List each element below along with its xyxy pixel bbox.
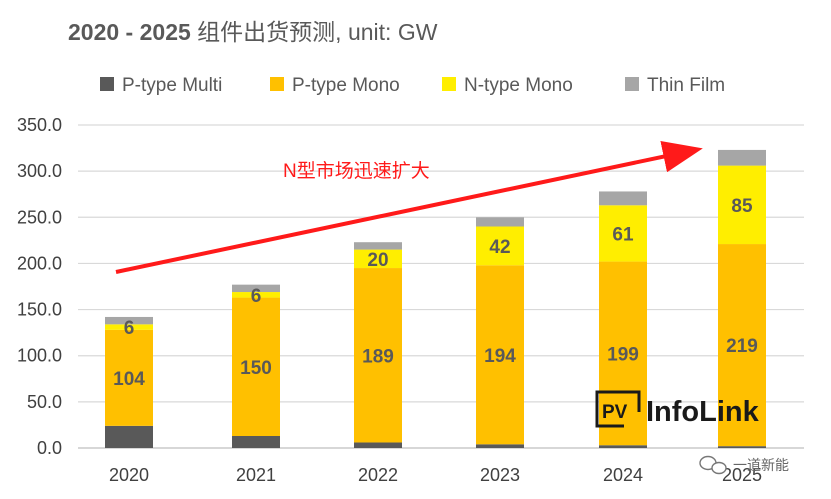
legend-label-p-type-mono: P-type Mono	[292, 75, 400, 96]
data-label-n-type-mono-2024: 61	[612, 224, 634, 245]
infolink-watermark: PV InfoLink	[595, 390, 760, 428]
bar-segment-thin-film-2020	[105, 316, 153, 325]
bar-segment-p-type-multi-2021	[232, 436, 280, 448]
y-tick-label: 0.0	[37, 438, 62, 458]
data-label-n-type-mono-2021: 6	[251, 286, 262, 307]
chart-title-years: 2020 - 2025	[68, 19, 191, 45]
data-label-p-type-mono-2020: 104	[113, 369, 145, 390]
bar-segment-thin-film-2025	[718, 149, 766, 166]
bar-segment-p-type-multi-2024	[599, 445, 647, 448]
data-label-n-type-mono-2023: 42	[489, 237, 510, 258]
legend: P-type Multi P-type Mono N-type Mono Thin F…	[100, 75, 725, 96]
bar-segment-p-type-multi-2020	[105, 425, 153, 448]
bar-segment-p-type-mono-2020	[105, 329, 153, 426]
legend-swatch-p-type-mono	[270, 77, 284, 91]
trend-annotation: N型市场迅速扩大	[115, 140, 703, 274]
bar-segment-p-type-multi-2025	[718, 446, 766, 448]
data-label-n-type-mono-2020: 6	[124, 318, 135, 339]
legend-swatch-p-type-multi	[100, 77, 114, 91]
y-tick-label: 350.0	[17, 115, 62, 135]
x-tick-label: 2021	[236, 465, 276, 485]
logo-box-text: PV	[602, 402, 628, 423]
x-tick-label: 2025	[722, 465, 762, 485]
data-label-p-type-mono-2024: 199	[607, 344, 639, 365]
bar-segment-p-type-mono-2025	[718, 244, 766, 447]
bar-segment-p-type-multi-2023	[476, 444, 524, 448]
wechat-account-name: 一道新能	[733, 457, 789, 473]
x-axis: 2020 2021 2022 2023 2024 2025	[109, 465, 762, 485]
bar-segment-p-type-mono-2023	[476, 265, 524, 445]
y-axis: 0.0 50.0 100.0 150.0 200.0 250.0 300.0 350.0	[17, 115, 62, 458]
y-tick-label: 150.0	[17, 300, 62, 320]
y-tick-label: 250.0	[17, 207, 62, 227]
annotation-text: N型市场迅速扩大	[283, 160, 430, 182]
legend-label-p-type-multi: P-type Multi	[122, 75, 222, 96]
x-tick-label: 2023	[480, 465, 520, 485]
legend-label-thin-film: Thin Film	[647, 75, 725, 96]
wechat-watermark: 一道新能	[699, 455, 789, 475]
data-label-n-type-mono-2022: 20	[367, 250, 388, 271]
bar-segment-thin-film-2023	[476, 217, 524, 227]
x-tick-label: 2020	[109, 465, 149, 485]
x-tick-label: 2024	[603, 465, 643, 485]
logo-box	[595, 390, 641, 428]
legend-swatch-n-type-mono	[442, 77, 456, 91]
logo-corner	[624, 412, 641, 428]
grid	[78, 124, 804, 449]
bar-segment-thin-film-2024	[599, 191, 647, 206]
bar-segment-p-type-multi-2022	[354, 442, 402, 448]
bar-segment-p-type-mono-2021	[232, 297, 280, 437]
bars	[105, 149, 766, 448]
logo-text: InfoLink	[646, 396, 760, 428]
bar-segment-n-type-mono-2022	[354, 249, 402, 269]
y-tick-label: 200.0	[17, 253, 62, 273]
x-tick-label: 2022	[358, 465, 398, 485]
data-label-p-type-mono-2021: 150	[240, 358, 272, 379]
legend-label-n-type-mono: N-type Mono	[464, 75, 573, 96]
data-label-p-type-mono-2023: 194	[484, 346, 516, 367]
bar-segment-n-type-mono-2021	[232, 292, 280, 298]
bar-segment-n-type-mono-2023	[476, 226, 524, 266]
data-label-p-type-mono-2025: 219	[726, 336, 758, 357]
chart-title: 2020 - 2025 组件出货预测, unit: GW	[68, 19, 438, 45]
bar-segment-n-type-mono-2024	[599, 205, 647, 262]
legend-swatch-thin-film	[625, 77, 639, 91]
data-label-p-type-mono-2022: 189	[362, 346, 394, 367]
y-tick-label: 300.0	[17, 161, 62, 181]
bar-segment-n-type-mono-2025	[718, 165, 766, 245]
bar-segment-thin-film-2022	[354, 242, 402, 250]
trend-arrow	[115, 140, 703, 274]
data-label-n-type-mono-2025: 85	[731, 196, 753, 217]
bar-segment-p-type-mono-2022	[354, 268, 402, 443]
bar-segment-thin-film-2021	[232, 284, 280, 293]
data-labels: 104 6 150 6 189 20 194 42 199 61 219 85	[113, 196, 758, 390]
wechat-icon	[699, 455, 727, 475]
y-tick-label: 100.0	[17, 346, 62, 366]
chart-title-rest: 组件出货预测, unit: GW	[191, 19, 438, 45]
bar-segment-n-type-mono-2020	[105, 324, 153, 330]
y-tick-label: 50.0	[27, 392, 62, 412]
